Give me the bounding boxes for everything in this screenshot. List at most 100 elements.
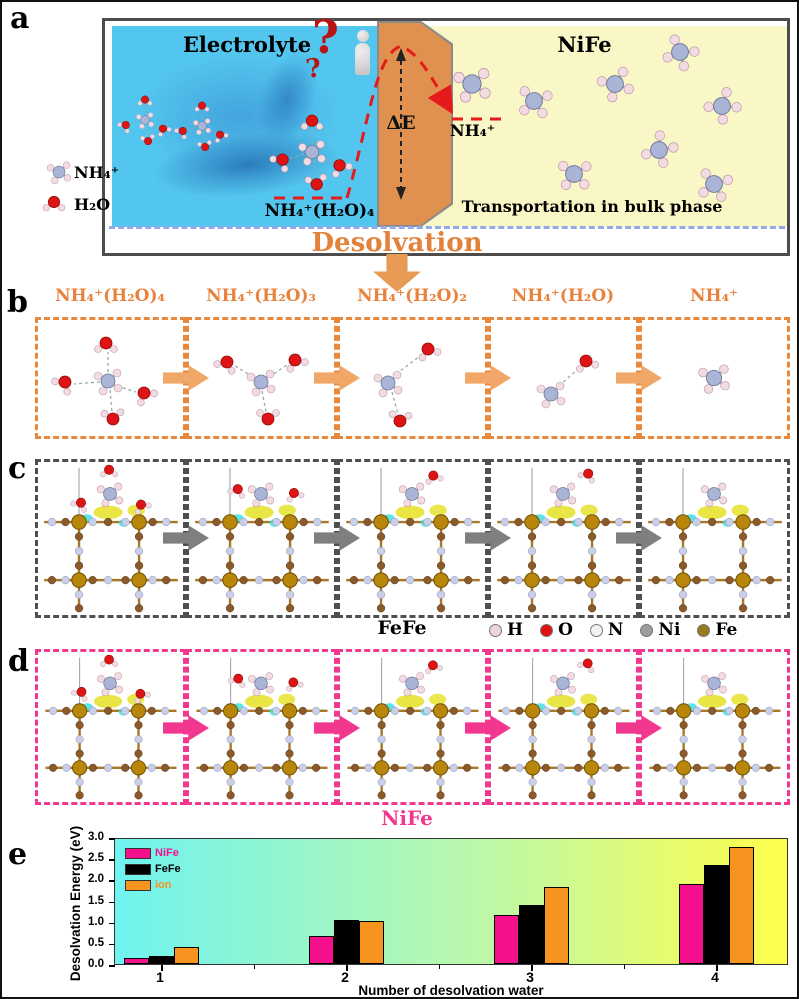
y-tick-label: 2.0: [88, 873, 104, 886]
atom-legend: H O N Ni Fe: [489, 620, 737, 640]
bar-FeFe-1: [148, 956, 174, 964]
bar-NiFe-3: [493, 914, 519, 964]
fefe-surface-structure: [642, 462, 787, 615]
panel-e-letter: e: [8, 837, 28, 872]
bar-ion-4: [728, 846, 754, 964]
nife-caption: NiFe: [381, 806, 433, 830]
y-tick-label: 1.5: [88, 894, 104, 907]
legend-swatch-ion: [125, 879, 151, 891]
fefe-surface-structure: [340, 462, 485, 615]
b-step-box-2: [186, 317, 337, 439]
legend-row: ion: [125, 879, 181, 891]
x-tick-mark: [346, 965, 348, 971]
bar-FeFe-3: [518, 905, 544, 964]
legend-swatch-NiFe: [125, 847, 151, 859]
atom-symbol: N: [607, 620, 624, 640]
bar-ion-2: [358, 920, 384, 964]
y-tick-mark: [109, 922, 115, 925]
h-atom-icon: [489, 623, 502, 637]
cluster-label: NH₄⁺(H₂O)₄: [264, 201, 375, 221]
x-minor-tick-mark: [623, 965, 625, 969]
x-tick-label: 1: [156, 969, 164, 985]
c-step-box-1: [35, 459, 186, 618]
x-tick-label: 2: [341, 969, 349, 985]
bar-ion-1: [173, 947, 199, 964]
x-tick-mark: [161, 965, 163, 971]
x-tick-mark: [716, 965, 718, 971]
n-atom-icon: [589, 623, 603, 637]
nife-surface-structure: [189, 652, 334, 802]
x-tick-label: 3: [526, 969, 534, 985]
nife-surface-structure: [642, 652, 787, 802]
x-minor-tick-mark: [438, 965, 440, 969]
o-atom-icon: [540, 623, 554, 637]
nife-surface-structure: [491, 655, 636, 802]
x-tick-labels: 1 2 3 4: [114, 967, 788, 987]
molecule-structure: [211, 348, 311, 426]
step-label-5: NH₄⁺: [689, 286, 739, 306]
h2o-molecule-icon: [42, 195, 66, 212]
panel-b-letter: b: [7, 285, 28, 320]
d-step-box-1: [35, 649, 186, 805]
panel-d-letter: d: [8, 644, 29, 679]
molecule-structure: [373, 338, 443, 429]
atom-legend-item: H: [489, 620, 523, 640]
panel-a-box: Electrolyte NiFe: [102, 18, 790, 256]
fefe-caption: FeFe: [377, 617, 427, 639]
plot-area: NiFe FeFe ion: [109, 838, 788, 971]
legend-label-NiFe: NiFe: [155, 847, 179, 859]
y-tick-labels: 0.0 0.5 1.0 1.5 2.0 2.5 3.0: [74, 831, 108, 970]
nife-surface-structure: [340, 652, 485, 802]
legend-label-ion: ion: [155, 879, 172, 891]
nh4-molecule-icon: [46, 161, 72, 185]
atom-symbol: Fe: [715, 620, 738, 640]
legend-row: NiFe: [125, 847, 181, 859]
atom-legend-item: Fe: [697, 620, 737, 640]
c-step-box-5: [639, 459, 790, 618]
chart-legend: NiFe FeFe ion: [125, 847, 181, 895]
question-mark-icon: ?: [312, 10, 339, 64]
panel-a-letter: a: [10, 1, 30, 36]
y-tick-mark: [109, 838, 115, 840]
x-axis-title: Number of desolvation water: [358, 983, 544, 998]
atom-legend-item: Ni: [640, 620, 680, 640]
panel-c-letter: c: [8, 451, 27, 486]
bar-FeFe-4: [703, 864, 729, 964]
bar-NiFe-1: [123, 957, 149, 964]
y-tick-mark: [109, 965, 115, 967]
y-tick-label: 0.0: [88, 958, 104, 970]
transport-label: Transportation in bulk phase: [461, 197, 723, 216]
y-tick-mark: [109, 943, 115, 946]
atom-symbol: H: [507, 620, 524, 640]
atom-legend-item: N: [589, 620, 624, 640]
y-tick-mark: [109, 901, 115, 903]
x-minor-tick-mark: [253, 965, 255, 969]
y-tick-mark: [109, 880, 115, 882]
legend-swatch-FeFe: [125, 863, 151, 875]
bar-NiFe-4: [678, 883, 704, 964]
ni-atom-icon: [640, 623, 654, 637]
y-tick-label: 1.0: [88, 915, 104, 928]
electrolyte-title: Electrolyte: [182, 32, 312, 57]
d-step-box-5: [639, 649, 790, 805]
y-tick-label: 2.5: [88, 852, 104, 865]
delta-e-label: ΔE: [386, 112, 416, 134]
atom-legend-item: O: [540, 620, 573, 640]
c-step-box-2: [186, 459, 337, 618]
nife-title: NiFe: [557, 32, 612, 57]
step-label-2: NH₄⁺(H₂O)₃: [206, 286, 316, 306]
b-step-box-5: [639, 317, 790, 439]
nife-surface-structure: [38, 654, 183, 802]
step-label-3: NH₄⁺(H₂O)₂: [357, 286, 467, 306]
x-tick-label: 4: [711, 969, 719, 985]
fefe-surface-structure: [189, 462, 334, 615]
desolvation-label: Desolvation: [311, 228, 483, 258]
bar-NiFe-2: [308, 936, 334, 964]
electrolyte-region: Electrolyte: [112, 26, 382, 227]
bar-FeFe-2: [333, 919, 359, 964]
y-tick-label: 3.0: [88, 831, 104, 843]
c-step-box-4: [488, 459, 639, 618]
bar-ion-3: [543, 887, 569, 964]
fe-atom-icon: [697, 623, 711, 637]
nh4-plus-label: NH₄⁺: [450, 121, 496, 140]
